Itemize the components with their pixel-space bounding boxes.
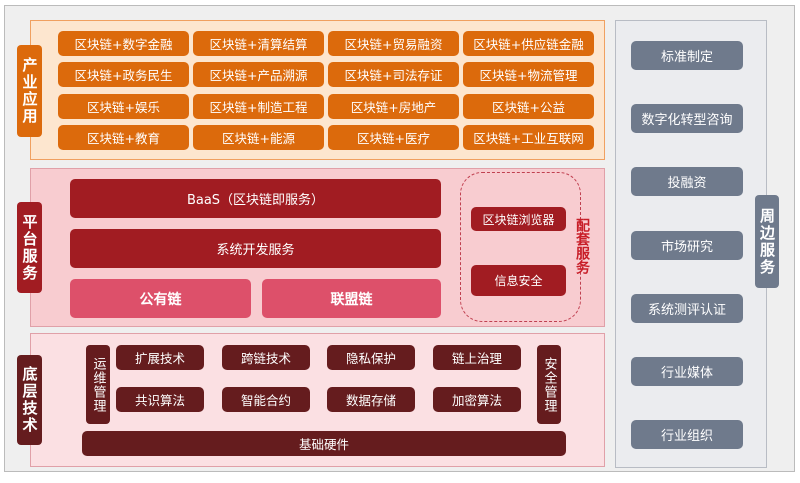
industry-app-block: 区块链+公益 xyxy=(463,94,594,119)
security-management-block: 安全管理 xyxy=(537,345,561,424)
ops-management-block: 运维管理 xyxy=(86,345,110,424)
peripheral-service-block: 系统测评认证 xyxy=(631,294,743,323)
peripheral-service-block: 行业组织 xyxy=(631,420,743,449)
industry-app-block: 区块链+制造工程 xyxy=(193,94,324,119)
industry-app-block: 区块链+贸易融资 xyxy=(328,31,459,56)
industry-app-block: 区块链+能源 xyxy=(193,125,324,150)
base-tech-block: 数据存储 xyxy=(327,387,415,412)
peripheral-service-block: 市场研究 xyxy=(631,231,743,260)
industry-app-block: 区块链+娱乐 xyxy=(58,94,189,119)
blockchain-browser-block: 区块链浏览器 xyxy=(471,207,566,231)
base-tech-block: 扩展技术 xyxy=(116,345,204,370)
peripheral-label: 周边服务 xyxy=(755,195,779,288)
base-label: 底层技术 xyxy=(17,355,42,445)
base-tech-block: 链上治理 xyxy=(433,345,521,370)
industry-app-block: 区块链+供应链金融 xyxy=(463,31,594,56)
base-tech-block: 跨链技术 xyxy=(222,345,310,370)
peripheral-service-block: 行业媒体 xyxy=(631,357,743,386)
support-services-group xyxy=(460,172,581,322)
base-tech-block: 智能合约 xyxy=(222,387,310,412)
system-dev-block: 系统开发服务 xyxy=(70,229,441,268)
industry-app-block: 区块链+房地产 xyxy=(328,94,459,119)
baas-block: BaaS（区块链即服务） xyxy=(70,179,441,218)
public-chain-block: 公有链 xyxy=(70,279,251,318)
industry-app-block: 区块链+政务民生 xyxy=(58,62,189,87)
base-tech-block: 加密算法 xyxy=(433,387,521,412)
base-tech-block: 隐私保护 xyxy=(327,345,415,370)
industry-app-block: 区块链+产品溯源 xyxy=(193,62,324,87)
consortium-chain-block: 联盟链 xyxy=(262,279,441,318)
industry-app-block: 区块链+司法存证 xyxy=(328,62,459,87)
peripheral-service-block: 数字化转型咨询 xyxy=(631,104,743,133)
industry-app-block: 区块链+数字金融 xyxy=(58,31,189,56)
hardware-block: 基础硬件 xyxy=(82,431,566,456)
base-tech-block: 共识算法 xyxy=(116,387,204,412)
peripheral-service-block: 标准制定 xyxy=(631,41,743,70)
industry-label: 产业应用 xyxy=(17,45,42,137)
support-services-label: 配套服务 xyxy=(574,218,590,274)
peripheral-service-block: 投融资 xyxy=(631,167,743,196)
industry-app-block: 区块链+物流管理 xyxy=(463,62,594,87)
industry-app-block: 区块链+工业互联网 xyxy=(463,125,594,150)
info-security-block: 信息安全 xyxy=(471,265,566,296)
industry-app-block: 区块链+清算结算 xyxy=(193,31,324,56)
industry-app-block: 区块链+医疗 xyxy=(328,125,459,150)
platform-label: 平台服务 xyxy=(17,202,42,293)
industry-app-block: 区块链+教育 xyxy=(58,125,189,150)
